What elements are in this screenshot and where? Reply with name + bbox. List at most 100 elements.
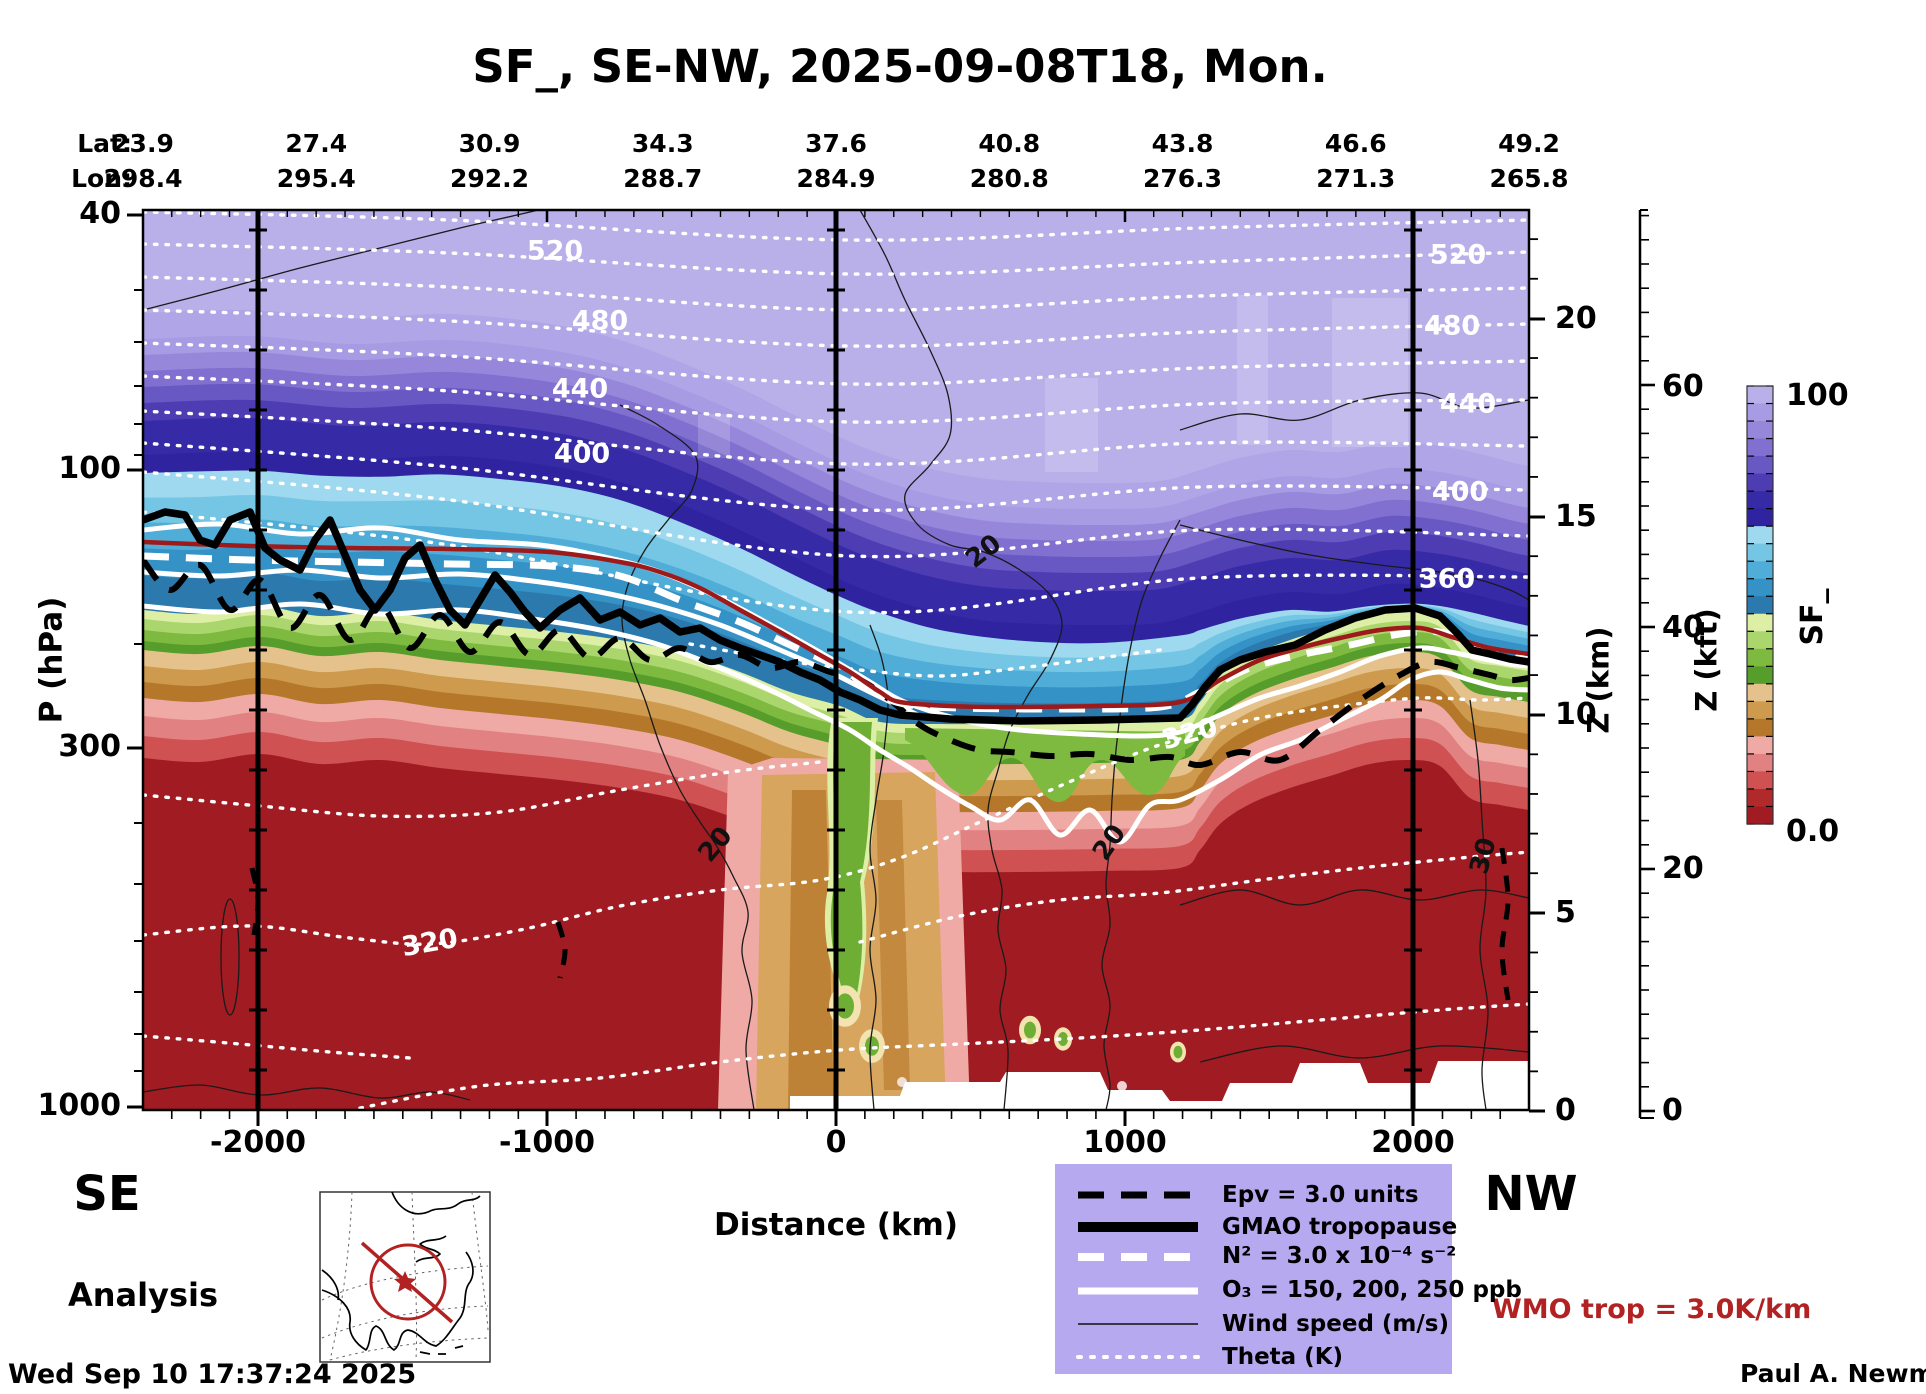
- nw-endpoint-label: NW: [1484, 1166, 1578, 1222]
- fold-brown-streak: [788, 790, 834, 1110]
- theta-contour-upper-4: [143, 341, 1529, 386]
- theta-contour-upper-9: [143, 510, 1529, 615]
- theta-contour-label: 440: [1440, 389, 1496, 420]
- theta-contour-label: 400: [554, 439, 610, 470]
- colorbar-segment: [1747, 718, 1773, 737]
- colorbar-segment: [1747, 736, 1773, 755]
- legend-label-theta: Theta (K): [1222, 1344, 1344, 1370]
- theta-contour-upper-3: [143, 308, 1529, 348]
- map-inset: [319, 1191, 491, 1363]
- credit: Paul A. Newman (NASA: [1740, 1359, 1926, 1388]
- legend-label-epv: Epv = 3.0 units: [1222, 1182, 1419, 1208]
- legend-label-wind-speed: Wind speed (m/s): [1222, 1311, 1450, 1337]
- z-km-tick-label: 0: [1555, 1093, 1576, 1128]
- map-center-star: [394, 1271, 416, 1292]
- theta-contour-lower-1: [143, 696, 1529, 946]
- lat-value: 34.3: [631, 129, 694, 158]
- z-kft-tick-label: 40: [1662, 610, 1704, 645]
- colorbar-segment: [1747, 386, 1773, 405]
- lat-value: 37.6: [805, 129, 867, 158]
- legend-box: [1055, 1164, 1452, 1374]
- colorbar-segment: [1747, 561, 1773, 580]
- lat-value: 40.8: [978, 129, 1041, 158]
- map-graticule: [411, 1191, 418, 1361]
- colorbar-segment: [1747, 631, 1773, 650]
- wind-speed-contour-9: [1199, 1045, 1529, 1063]
- lat-value: 30.9: [458, 129, 521, 158]
- wind-speed-contour-4: [619, 404, 755, 1110]
- colorbar-segment: [1747, 771, 1773, 790]
- colorbar-segment: [1747, 613, 1773, 632]
- blob-green: [865, 1036, 879, 1056]
- z-kft-tick-label: 0: [1662, 1093, 1683, 1128]
- blob-green: [1058, 1032, 1068, 1046]
- z-kft-tick-label: 60: [1662, 369, 1704, 404]
- lon-value: 292.2: [449, 164, 530, 193]
- theta-contour-upper-1: [143, 242, 1529, 276]
- map-coastline: [419, 1345, 464, 1355]
- lat-value: 23.9: [112, 129, 174, 158]
- legend-label-gmao-tropopause: GMAO tropopause: [1222, 1214, 1458, 1240]
- lon-value: 288.7: [623, 164, 703, 193]
- map-coastline: [321, 1251, 474, 1351]
- distance-tick-label: -1000: [499, 1125, 595, 1160]
- lat-value: 46.6: [1324, 129, 1387, 158]
- lon-value: 298.4: [103, 164, 183, 193]
- light-patch: [1237, 295, 1268, 445]
- theta-contour-label: 520: [1430, 240, 1486, 271]
- epv-fragment-1: [555, 921, 568, 979]
- distance-tick-label: 0: [825, 1125, 847, 1160]
- map-section-circle: [369, 1243, 447, 1321]
- page-title: SF_, SE-NW, 2025-09-08T18, Mon.: [472, 40, 1328, 93]
- colorbar-segment: [1747, 596, 1773, 615]
- colorbar-segment: [1747, 491, 1773, 510]
- light-patch: [1332, 298, 1408, 447]
- distance-tick-label: 1000: [1083, 1125, 1167, 1160]
- pressure-axis-label: P (hPa): [33, 596, 70, 724]
- colorbar-segment: [1747, 578, 1773, 597]
- wind-speed-contour-3: [1179, 524, 1529, 601]
- theta-contour-upper-5: [143, 374, 1529, 424]
- colorbar-max-label: 100: [1786, 378, 1849, 413]
- theta-contour-label: 440: [552, 374, 608, 405]
- distance-tick-label: 2000: [1371, 1125, 1455, 1160]
- lon-value: 284.9: [796, 164, 876, 193]
- blob-green: [836, 993, 854, 1019]
- z-km-tick-label: 10: [1555, 697, 1597, 732]
- theta-contour-lower-2: [858, 850, 1529, 944]
- light-patch: [1045, 378, 1098, 472]
- pressure-tick-label: 1000: [37, 1088, 122, 1123]
- lon-value: 280.8: [969, 164, 1049, 193]
- colorbar-segment: [1747, 421, 1773, 440]
- se-endpoint-label: SE: [73, 1166, 141, 1222]
- z-kft-tick-label: 20: [1662, 851, 1704, 886]
- wind-speed-contour-1: [859, 210, 1063, 1110]
- theta-contour-upper-6: [143, 409, 1529, 466]
- pressure-tick-label: 300: [58, 729, 121, 764]
- lat-row-label: Lat:: [77, 129, 132, 158]
- blob-green: [1173, 1045, 1183, 1059]
- theta-contour-label: 480: [572, 306, 628, 337]
- wind-speed-contour-0: [143, 210, 541, 311]
- colorbar-segment: [1747, 701, 1773, 720]
- colorbar-segment: [1747, 788, 1773, 808]
- lon-value: 295.4: [276, 164, 356, 193]
- lat-value: 43.8: [1151, 129, 1214, 158]
- map-coastline: [391, 1191, 481, 1215]
- colorbar-segment: [1747, 753, 1773, 773]
- fold-brown-streak: [876, 800, 910, 1090]
- map-coastline: [321, 1269, 340, 1301]
- lat-value: 49.2: [1498, 129, 1560, 158]
- theta-contour-lower-4: [1338, 1078, 1529, 1100]
- lat-value: 27.4: [285, 129, 348, 158]
- lon-value: 276.3: [1142, 164, 1223, 193]
- wmo-tropopause-line: [143, 539, 1529, 710]
- pressure-tick-label: 40: [79, 196, 121, 231]
- wind-speed-contour-10: [869, 624, 889, 1110]
- wind-speed-contour-5: [1101, 519, 1181, 1110]
- z-km-tick-label: 5: [1555, 895, 1576, 930]
- pressure-tick-label: 100: [58, 451, 121, 486]
